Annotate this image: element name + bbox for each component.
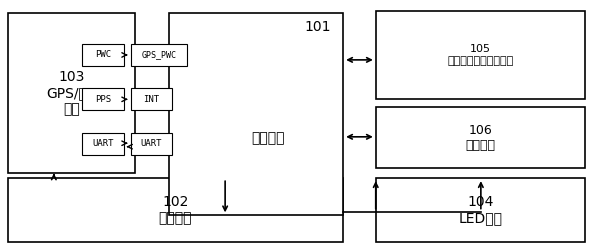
Text: 106
通讯接口: 106 通讯接口 [465, 124, 496, 152]
Text: 105
光敏传感器和灯质拨码: 105 光敏传感器和灯质拨码 [448, 44, 514, 66]
Bar [82, 133, 124, 155]
Text: PPS: PPS [95, 95, 111, 104]
Bar [82, 44, 124, 66]
Text: PWC: PWC [95, 50, 111, 60]
Bar [376, 178, 585, 242]
Bar [131, 44, 186, 66]
Text: 103
GPS/北斗
电路: 103 GPS/北斗 电路 [47, 70, 96, 116]
Bar [131, 88, 172, 110]
Text: UART: UART [140, 139, 162, 148]
Text: UART: UART [92, 139, 114, 148]
Bar [169, 13, 343, 215]
Text: 102
电源模块: 102 电源模块 [159, 195, 192, 225]
Text: 101: 101 [305, 20, 332, 34]
Bar [8, 13, 135, 173]
Bar [8, 178, 343, 242]
Text: INT: INT [143, 95, 159, 104]
Bar [376, 11, 585, 99]
Bar [131, 133, 172, 155]
Text: 104
LED灯头: 104 LED灯头 [459, 195, 503, 225]
Bar [376, 107, 585, 168]
Text: 微处理器: 微处理器 [251, 131, 285, 145]
Text: GPS_PWC: GPS_PWC [141, 50, 176, 60]
Bar [82, 88, 124, 110]
